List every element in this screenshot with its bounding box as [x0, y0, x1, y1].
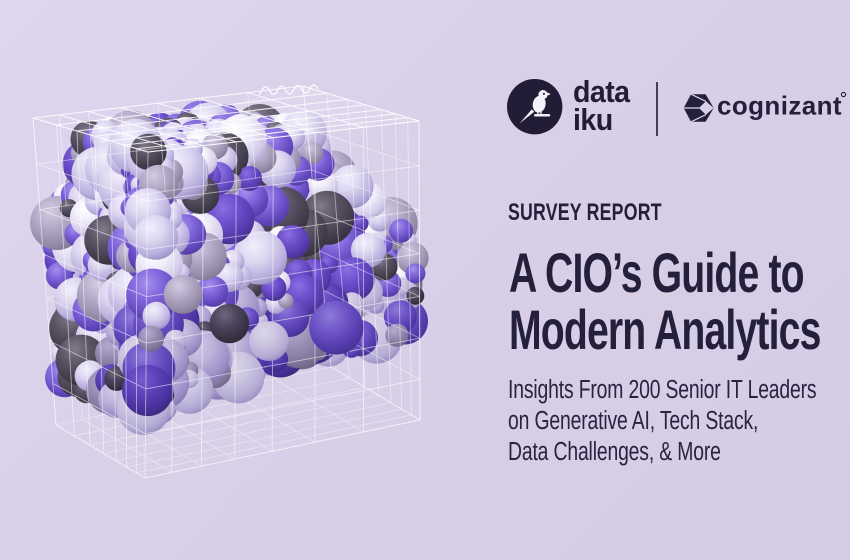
svg-text:cognizant: cognizant [717, 90, 842, 120]
